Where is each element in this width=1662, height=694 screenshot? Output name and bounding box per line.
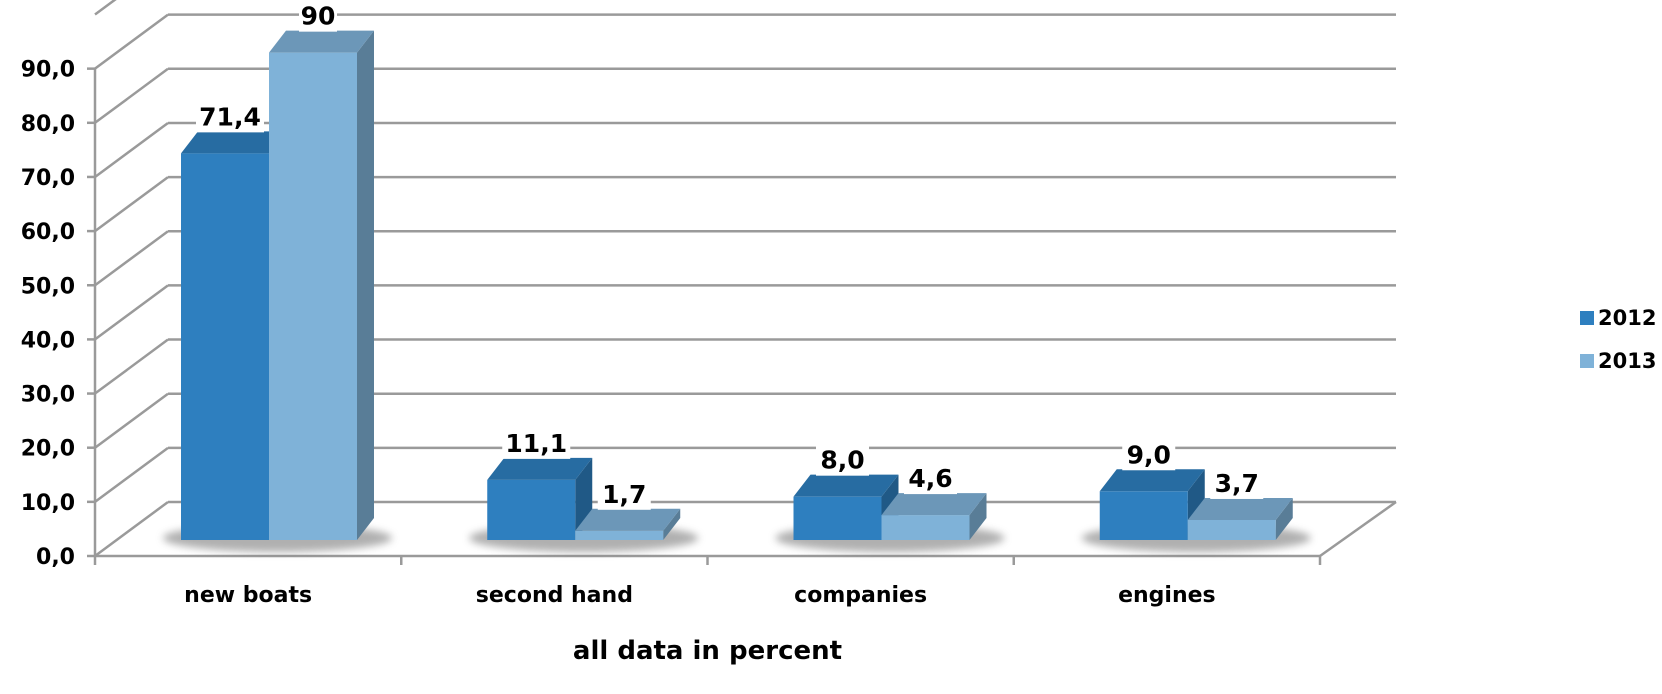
x-category-label: second hand [476,583,633,608]
data-label-text: 11,1 [505,429,567,458]
gridline-80,0-side [94,67,169,124]
bar-new-boats-2013 [269,30,374,541]
bar-front [181,153,269,540]
data-label: 90 [299,0,337,32]
data-label: 9,0 [1122,436,1176,471]
bar-top [793,474,899,497]
data-label-text: 8,0 [820,446,864,475]
legend-label: 2012 [1598,306,1656,330]
x-axis-title: all data in percent [573,636,842,666]
legend: 2012 2013 [1580,306,1656,373]
data-label: 4,6 [904,460,957,495]
x-category-label: new boats [184,583,312,608]
y-tick-label: 80,0 [21,112,75,137]
data-label-box [816,441,869,476]
bar-side [663,508,681,540]
gridline-90,0-side [94,13,169,70]
floor-right-edge [1319,500,1397,558]
bar-top [881,493,987,516]
gridline-0,0-side [94,500,169,558]
x-category-label: companies [794,583,927,608]
legend-swatch [1580,311,1594,325]
data-labels: 71,4 90 11,1 1,7 8,0 4,6 9,0 3,7 [196,0,1264,510]
y-tick-label: 50,0 [21,274,75,299]
bar-side [357,30,374,541]
data-label-box [1122,436,1176,471]
y-axis-tick-labels: 0,0 10,0 20,0 30,0 40,0 50,0 60,0 70,0 80,0 90,0 [21,58,75,570]
bar-front [269,52,357,541]
data-label-text: 71,4 [199,102,261,131]
bars [181,30,1293,541]
y-tick-label: 70,0 [21,166,75,191]
gridline-40,0-side [94,284,169,341]
data-label-box [597,475,651,510]
gridline-70,0-side [94,121,169,178]
bar-front [1099,491,1188,540]
x-axis-category-labels: new boats second hand companies engines [184,583,1215,608]
y-tick-label: 20,0 [21,437,75,462]
data-label-text: 9,0 [1127,440,1171,469]
bar-front [575,530,664,540]
bar-companies-2013 [881,493,987,540]
bar-second-hand-2013 [575,508,681,540]
bar-second-hand-2012 [487,457,593,540]
bar-top [575,508,681,531]
legend-item-2012: 2012 [1580,306,1656,330]
bar-side [1275,497,1293,540]
legend-item-2013: 2013 [1580,349,1656,373]
bar-top [1099,469,1205,492]
y-tick-label: 90,0 [21,58,75,83]
data-label-text: 1,7 [602,480,646,509]
data-label-box [502,424,571,459]
y-tick-label: 0,0 [36,545,75,570]
gridline-50,0-side [94,230,169,287]
bar-front [881,515,970,540]
data-label-box [196,98,264,133]
data-label-text: 3,7 [1215,469,1259,498]
y-tick-label: 40,0 [21,328,75,353]
data-label: 71,4 [196,98,264,133]
data-label: 1,7 [597,475,651,510]
gridline-60,0-side [94,176,169,233]
gridline-30,0-side [94,338,169,395]
data-label-box [299,0,337,32]
data-label-text: 4,6 [908,464,952,493]
data-label-box [1210,464,1264,499]
data-label: 8,0 [816,441,869,476]
gridline-10,0-side [94,446,169,503]
axes [87,67,1397,565]
x-category-label: engines [1118,583,1216,608]
bar-companies-2012 [793,474,899,540]
y-tick-label: 10,0 [21,491,75,516]
data-label-box [904,460,957,495]
gridline-20,0-side [94,392,169,449]
bar-top [487,457,593,480]
data-label: 11,1 [502,424,571,459]
y-tick-label: 30,0 [21,383,75,408]
gridline-top-side [94,0,117,16]
bar-top [1187,497,1293,520]
y-tick-label: 60,0 [21,220,75,245]
data-label: 3,7 [1210,464,1264,499]
bar-front [487,479,576,540]
data-label-text: 90 [301,2,336,31]
bar-front [1187,519,1276,540]
bar-top [181,131,286,154]
bar-engines-2013 [1187,497,1293,540]
legend-label: 2013 [1598,349,1656,373]
bar-side [969,493,987,540]
bar-engines-2012 [1099,469,1205,540]
bar-front [793,496,882,540]
legend-swatch [1580,354,1594,368]
bar-top [269,30,374,53]
